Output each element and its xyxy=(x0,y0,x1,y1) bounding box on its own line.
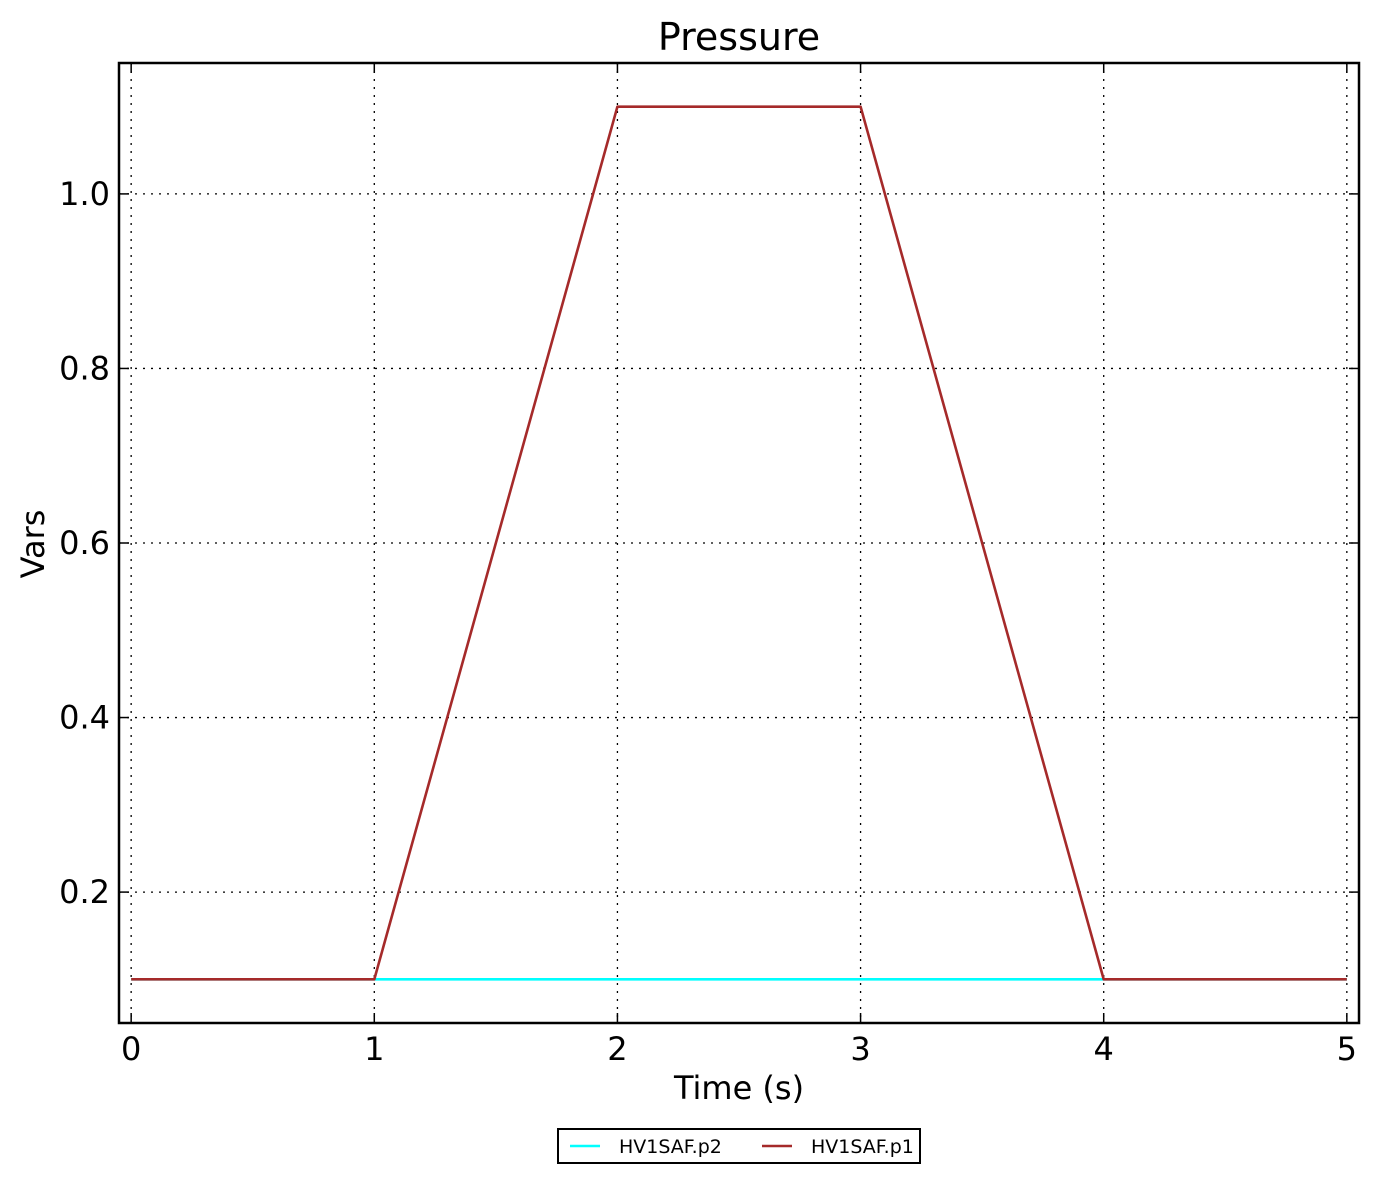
y-tick-labels: 0.2 0.4 0.6 0.8 1.0 xyxy=(59,175,110,911)
y-axis-label: Vars xyxy=(14,510,52,579)
legend: HV1SAF.p2 HV1SAF.p1 xyxy=(557,1128,921,1164)
x-tick-label: 1 xyxy=(364,1030,384,1068)
y-tick-label: 0.6 xyxy=(59,524,110,562)
y-tick-label: 0.4 xyxy=(59,699,110,737)
y-tick-label: 0.8 xyxy=(59,349,110,387)
axis-ticks xyxy=(119,63,1359,1023)
legend-label-hv1saf-p1: HV1SAF.p1 xyxy=(811,1136,914,1158)
series-lines xyxy=(131,105,1347,981)
legend-label-hv1saf-p2: HV1SAF.p2 xyxy=(619,1136,722,1158)
x-tick-labels: 0 1 2 3 4 5 xyxy=(121,1030,1357,1068)
x-tick-label: 5 xyxy=(1337,1030,1357,1068)
x-axis-label: Time (s) xyxy=(673,1069,804,1107)
x-tick-label: 2 xyxy=(607,1030,627,1068)
grid-lines xyxy=(119,63,1359,1023)
y-tick-label: 0.2 xyxy=(59,873,110,911)
legend-box xyxy=(557,1128,921,1164)
series-line-hv1saf-p1 xyxy=(131,105,1347,981)
y-tick-label: 1.0 xyxy=(59,175,110,213)
chart-title: Pressure xyxy=(658,15,820,59)
x-tick-label: 0 xyxy=(121,1030,141,1068)
x-tick-label: 3 xyxy=(850,1030,870,1068)
x-tick-label: 4 xyxy=(1094,1030,1114,1068)
